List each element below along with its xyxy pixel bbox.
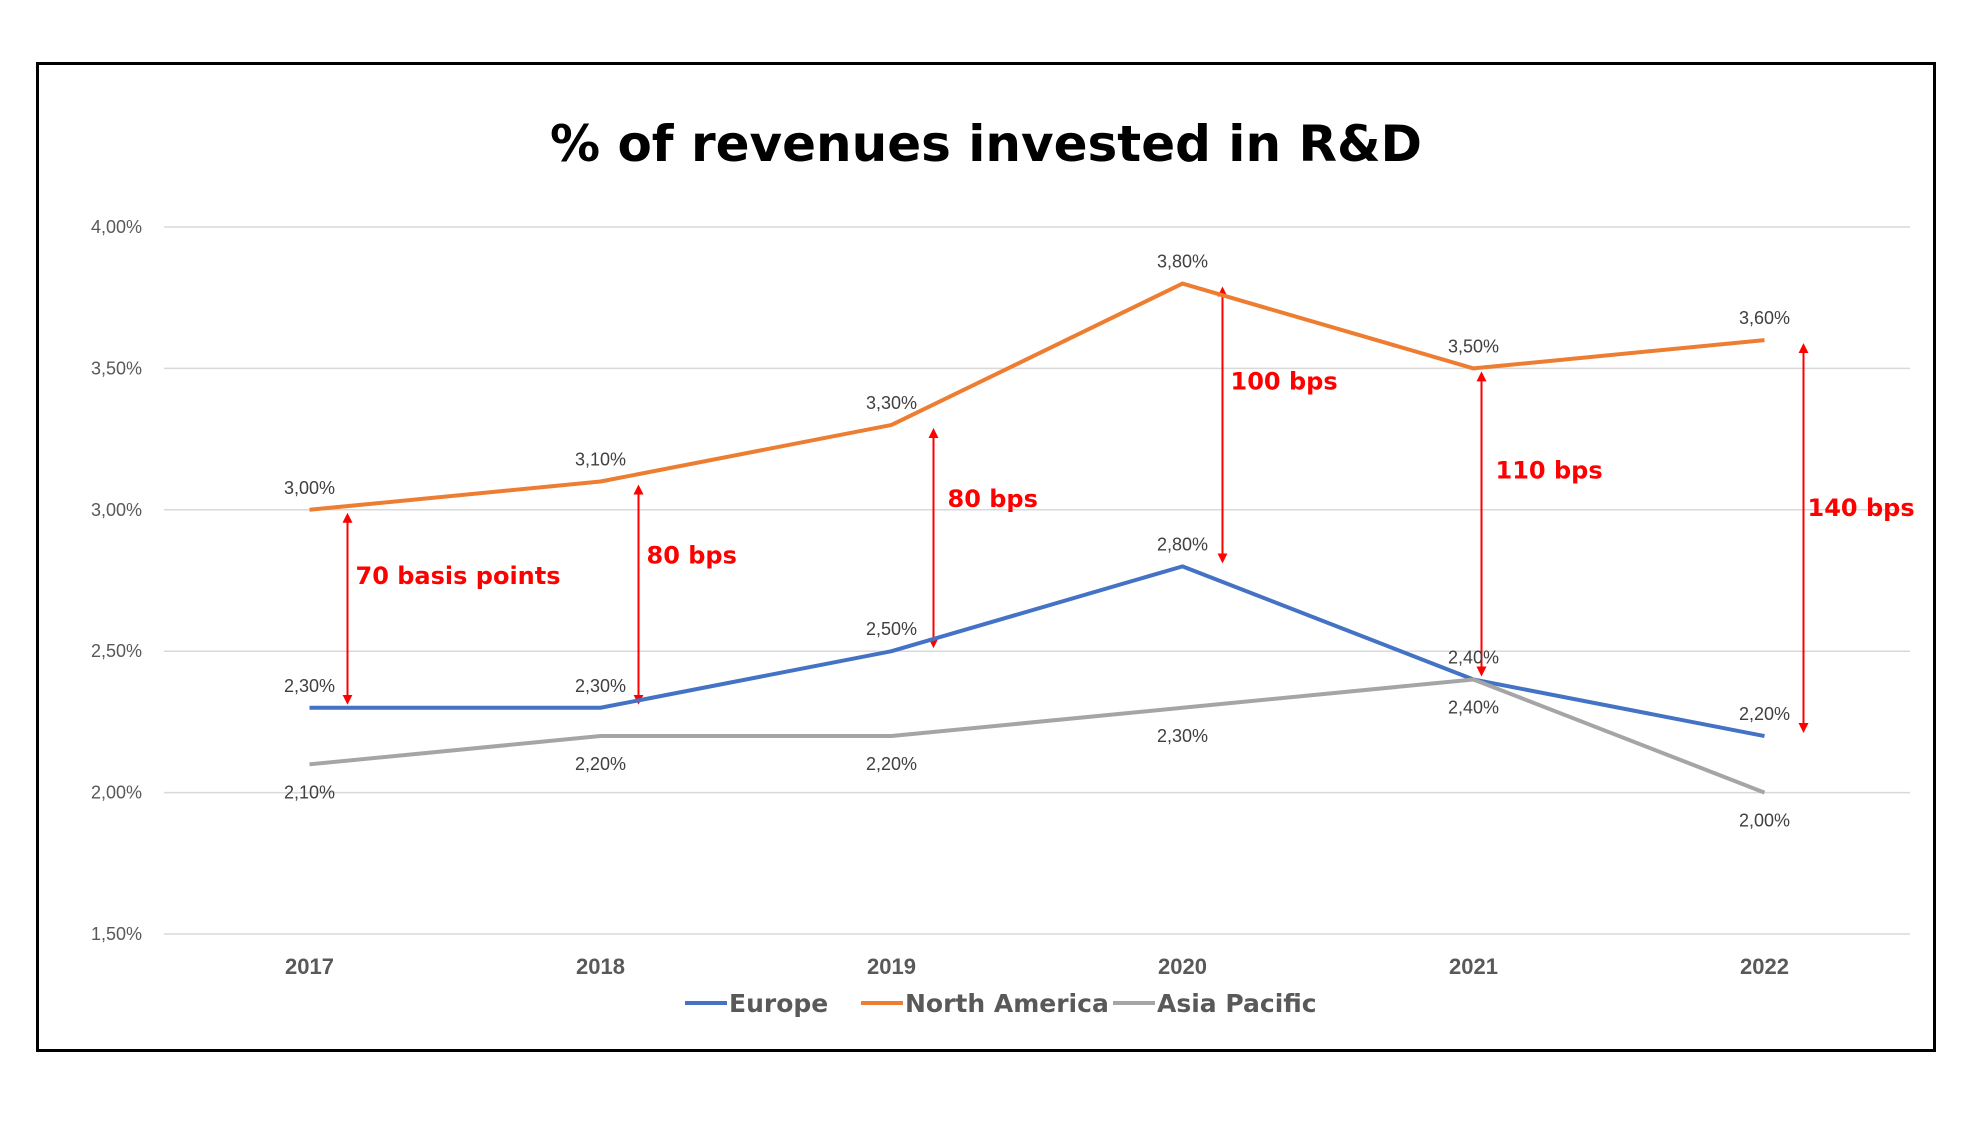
x-tick-label: 2017 bbox=[285, 954, 334, 979]
data-label: 2,40% bbox=[1448, 647, 1499, 667]
data-label: 2,30% bbox=[1157, 726, 1208, 746]
data-label: 2,30% bbox=[284, 676, 335, 696]
annotation-label: 70 basis points bbox=[356, 562, 561, 590]
series-line-europe bbox=[309, 564, 1765, 739]
annotation-label: 140 bps bbox=[1808, 494, 1915, 522]
y-tick-label: 3,50% bbox=[91, 358, 142, 378]
data-label: 2,80% bbox=[1157, 534, 1208, 554]
annotation-label: 110 bps bbox=[1496, 456, 1603, 484]
data-label: 2,20% bbox=[1739, 704, 1790, 724]
chart-frame: % of revenues invested in R&D 1,50% 2,00%… bbox=[36, 62, 1936, 1052]
y-tick-label: 2,00% bbox=[91, 783, 142, 803]
x-tick-label: 2022 bbox=[1740, 954, 1789, 979]
data-label: 3,10% bbox=[575, 450, 626, 470]
x-tick-label: 2018 bbox=[576, 954, 625, 979]
legend-label: North America bbox=[905, 989, 1109, 1018]
y-tick-label: 1,50% bbox=[91, 924, 142, 944]
data-label: 2,20% bbox=[575, 754, 626, 774]
y-tick-label: 2,50% bbox=[91, 641, 142, 661]
x-tick-label: 2021 bbox=[1449, 954, 1498, 979]
legend-label: Europe bbox=[729, 989, 828, 1018]
annotation-label: 80 bps bbox=[948, 485, 1038, 513]
series-line-asia-pacific bbox=[309, 677, 1766, 795]
annotation-label: 80 bps bbox=[647, 542, 737, 570]
annotation-label: 100 bps bbox=[1231, 368, 1338, 396]
data-label: 3,30% bbox=[866, 393, 917, 413]
data-label: 2,40% bbox=[1448, 697, 1499, 717]
y-tick-label: 3,00% bbox=[91, 500, 142, 520]
x-tick-label: 2020 bbox=[1158, 954, 1207, 979]
data-label: 2,00% bbox=[1739, 811, 1790, 831]
data-label: 3,50% bbox=[1448, 336, 1499, 356]
chart-title: % of revenues invested in R&D bbox=[550, 115, 1422, 173]
data-label: 3,60% bbox=[1739, 308, 1790, 328]
data-label: 3,00% bbox=[284, 478, 335, 498]
data-label: 2,50% bbox=[866, 619, 917, 639]
data-label: 3,80% bbox=[1157, 252, 1208, 272]
data-label: 2,10% bbox=[284, 782, 335, 802]
chart-area: % of revenues invested in R&D 1,50% 2,00%… bbox=[91, 115, 1915, 1018]
data-label: 2,20% bbox=[866, 754, 917, 774]
y-tick-label: 4,00% bbox=[91, 217, 142, 237]
series-line-north-america bbox=[309, 281, 1765, 512]
legend-label: Asia Pacific bbox=[1157, 989, 1317, 1018]
data-label: 2,30% bbox=[575, 676, 626, 696]
x-tick-label: 2019 bbox=[867, 954, 916, 979]
